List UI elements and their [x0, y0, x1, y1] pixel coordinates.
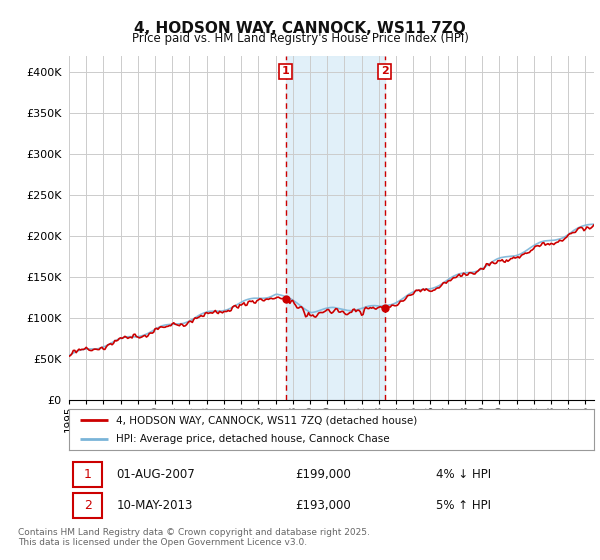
Text: 2: 2 [380, 67, 388, 77]
Text: 10-MAY-2013: 10-MAY-2013 [116, 500, 193, 512]
Text: 4, HODSON WAY, CANNOCK, WS11 7ZQ: 4, HODSON WAY, CANNOCK, WS11 7ZQ [134, 21, 466, 36]
Text: 2: 2 [84, 500, 92, 512]
Text: 1: 1 [282, 67, 289, 77]
Text: 4, HODSON WAY, CANNOCK, WS11 7ZQ (detached house): 4, HODSON WAY, CANNOCK, WS11 7ZQ (detach… [116, 416, 418, 425]
Text: 4% ↓ HPI: 4% ↓ HPI [437, 468, 491, 481]
Text: 5% ↑ HPI: 5% ↑ HPI [437, 500, 491, 512]
Text: 1: 1 [84, 468, 92, 481]
Bar [73, 462, 102, 487]
Text: HPI: Average price, detached house, Cannock Chase: HPI: Average price, detached house, Cann… [116, 434, 390, 444]
Bar [73, 493, 102, 519]
Text: Price paid vs. HM Land Registry's House Price Index (HPI): Price paid vs. HM Land Registry's House … [131, 32, 469, 45]
Text: £193,000: £193,000 [295, 500, 350, 512]
Text: Contains HM Land Registry data © Crown copyright and database right 2025.
This d: Contains HM Land Registry data © Crown c… [18, 528, 370, 547]
Text: £199,000: £199,000 [295, 468, 350, 481]
Text: 01-AUG-2007: 01-AUG-2007 [116, 468, 195, 481]
Bar [286, 56, 385, 400]
